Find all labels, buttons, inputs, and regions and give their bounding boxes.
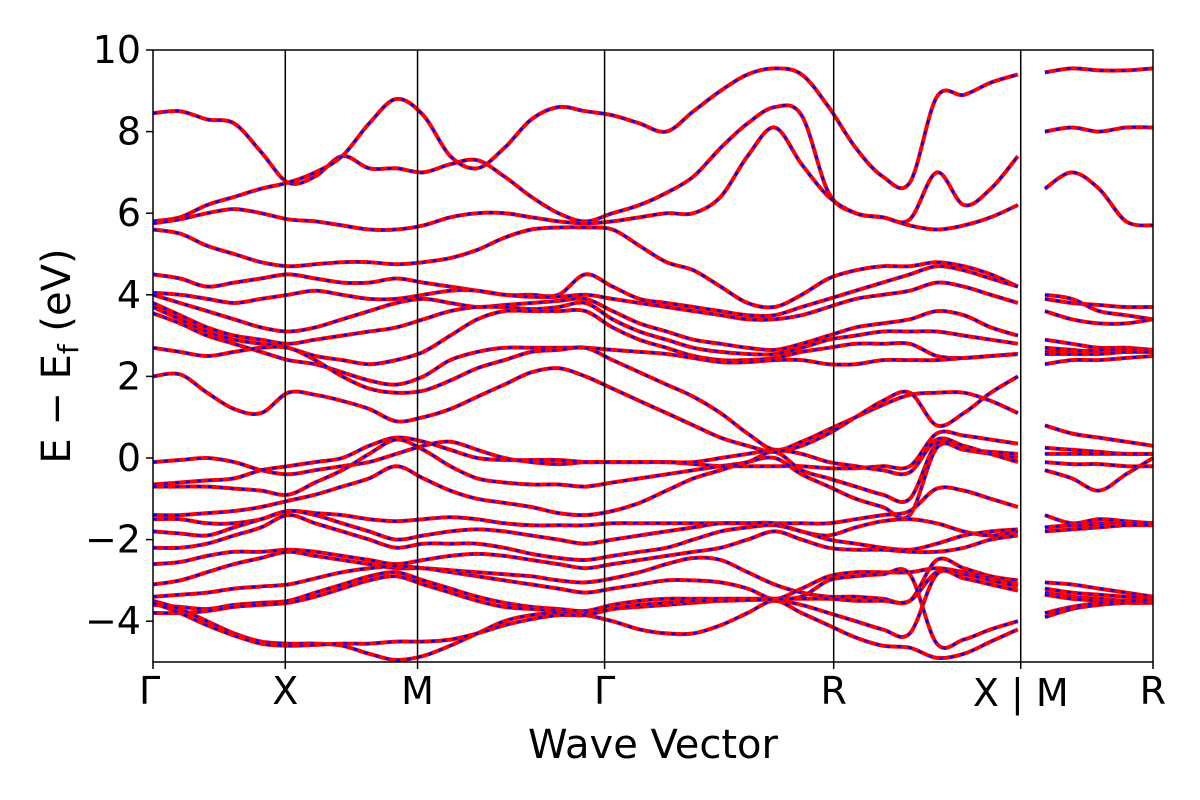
high-symmetry-lines xyxy=(284,50,1022,662)
band-lines xyxy=(152,66,1155,663)
band-4-solid xyxy=(152,225,1154,310)
band-4-dashed xyxy=(152,225,1154,309)
band-20-dashed xyxy=(152,523,1154,570)
band-19-dashed xyxy=(152,513,1154,562)
x-tick-label: R xyxy=(820,669,846,713)
band-26-dashed xyxy=(152,567,1154,650)
band-14-dashed xyxy=(152,436,1154,492)
band-16-dashed xyxy=(152,442,1153,520)
plot-frame xyxy=(152,49,1154,663)
band-6-dashed xyxy=(152,281,1154,326)
band-22-dashed xyxy=(152,564,1154,601)
band-12-dashed xyxy=(152,354,1154,454)
x-tick-label: X xyxy=(272,669,298,713)
y-axis-title: E − Ef (eV) xyxy=(34,248,85,463)
y-tick-label: −4 xyxy=(85,599,141,643)
y-tick-label: 2 xyxy=(117,354,141,398)
y-tick-label: 4 xyxy=(117,273,141,317)
band-1-solid xyxy=(152,103,1154,232)
band-25-solid xyxy=(152,598,1154,663)
y-axis-ticks: 10 8 6 4 2 0 −2 −4 xyxy=(85,28,153,643)
band-21-dashed xyxy=(152,550,1154,605)
x-tick-label: M xyxy=(401,669,434,713)
x-tick-label: Γ xyxy=(594,669,615,713)
y-tick-label: 8 xyxy=(117,110,141,154)
y-tick-label: 10 xyxy=(93,28,141,72)
band-14-solid xyxy=(152,435,1155,493)
y-tick-label: 6 xyxy=(117,191,141,235)
band-5-dashed xyxy=(152,264,1154,321)
x-tick-label: X | M xyxy=(973,671,1069,716)
band-3-dashed xyxy=(152,125,1154,232)
y-tick-label: −2 xyxy=(85,518,141,562)
y-axis-title-subscript: f xyxy=(52,343,85,354)
x-tick-label: R xyxy=(1140,669,1166,713)
y-axis-title-unit: (eV) xyxy=(34,248,80,344)
band-10-dashed xyxy=(152,312,1154,386)
band-6-solid xyxy=(152,280,1154,326)
x-axis-ticks: Γ X M Γ R X | M R xyxy=(139,662,1166,716)
y-axis-title-main: E − E xyxy=(34,354,80,464)
band-1-dashed xyxy=(152,104,1154,231)
band-11-dashed xyxy=(152,345,1154,452)
band-15-dashed xyxy=(152,438,1154,504)
y-tick-label: 0 xyxy=(117,436,141,480)
band-10-solid xyxy=(152,311,1154,387)
band-2-dashed xyxy=(152,67,1154,223)
x-tick-label: Γ xyxy=(139,669,160,713)
x-axis-title: Wave Vector xyxy=(528,722,779,768)
band-16-solid xyxy=(152,441,1153,521)
